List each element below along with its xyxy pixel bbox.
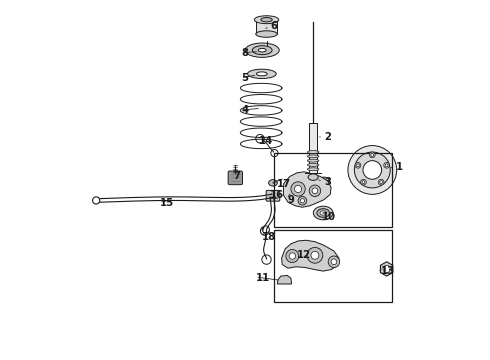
Circle shape [384, 162, 390, 168]
Polygon shape [282, 240, 339, 271]
Circle shape [363, 161, 382, 179]
Text: 15: 15 [160, 198, 174, 208]
Bar [274, 153, 392, 226]
Text: 1: 1 [395, 162, 403, 172]
Text: 16: 16 [270, 190, 284, 200]
Ellipse shape [256, 31, 277, 37]
Ellipse shape [269, 180, 277, 186]
Text: 14: 14 [259, 136, 273, 146]
Polygon shape [283, 172, 331, 207]
Circle shape [286, 249, 299, 262]
Ellipse shape [317, 209, 329, 217]
Ellipse shape [247, 69, 276, 78]
Circle shape [357, 164, 360, 167]
Circle shape [348, 145, 397, 194]
Circle shape [361, 179, 367, 185]
Circle shape [362, 181, 365, 184]
Circle shape [380, 181, 383, 184]
Ellipse shape [307, 155, 319, 158]
Ellipse shape [320, 211, 326, 215]
Circle shape [309, 185, 320, 197]
Circle shape [93, 197, 100, 204]
Circle shape [355, 162, 361, 168]
Circle shape [369, 152, 375, 158]
Circle shape [289, 253, 295, 259]
Circle shape [271, 149, 278, 157]
FancyBboxPatch shape [266, 190, 280, 201]
Circle shape [383, 265, 390, 273]
Circle shape [307, 247, 323, 263]
Text: 9: 9 [287, 195, 294, 205]
FancyBboxPatch shape [228, 171, 243, 185]
Text: 8: 8 [242, 48, 248, 58]
Circle shape [262, 226, 270, 233]
Circle shape [256, 134, 265, 143]
Circle shape [262, 255, 271, 264]
Circle shape [371, 153, 374, 156]
Text: 6: 6 [270, 21, 277, 31]
Circle shape [354, 152, 390, 188]
Circle shape [298, 197, 307, 205]
Text: 17: 17 [277, 179, 291, 189]
Text: 12: 12 [297, 250, 311, 260]
Ellipse shape [252, 46, 272, 55]
Text: 4: 4 [242, 105, 248, 115]
Ellipse shape [307, 168, 319, 171]
Ellipse shape [307, 159, 319, 162]
Bar [256, 20, 277, 34]
Ellipse shape [258, 48, 266, 52]
Ellipse shape [261, 18, 272, 22]
Ellipse shape [256, 72, 267, 76]
Ellipse shape [254, 16, 279, 24]
Circle shape [328, 256, 340, 267]
Circle shape [385, 164, 388, 167]
Circle shape [300, 199, 304, 203]
Circle shape [378, 179, 384, 185]
Ellipse shape [308, 174, 318, 180]
Text: 13: 13 [381, 266, 394, 276]
Bar [309, 123, 318, 173]
Text: 5: 5 [242, 73, 248, 83]
Bar [274, 230, 392, 302]
Ellipse shape [318, 177, 329, 184]
Circle shape [294, 185, 302, 193]
Text: 3: 3 [324, 177, 331, 187]
Circle shape [291, 182, 305, 196]
Ellipse shape [307, 150, 319, 153]
Ellipse shape [313, 206, 333, 220]
Text: 11: 11 [256, 273, 270, 283]
Text: 2: 2 [324, 132, 331, 142]
Ellipse shape [245, 43, 279, 57]
Circle shape [331, 259, 337, 265]
Circle shape [311, 251, 319, 259]
Ellipse shape [307, 163, 319, 166]
Ellipse shape [321, 179, 326, 183]
Polygon shape [277, 275, 292, 284]
Text: 10: 10 [322, 212, 336, 221]
Text: 18: 18 [262, 232, 276, 242]
Circle shape [312, 188, 318, 194]
Circle shape [260, 226, 269, 235]
Text: 7: 7 [234, 171, 241, 181]
